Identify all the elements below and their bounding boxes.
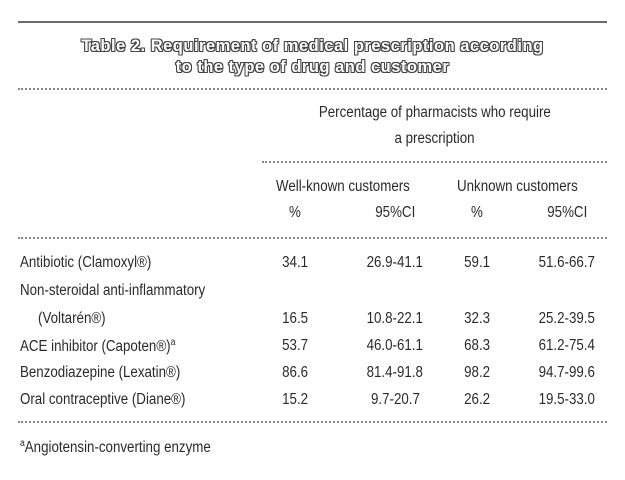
top-rule bbox=[18, 21, 607, 23]
row-uk-pct: 32.3 bbox=[464, 310, 490, 327]
row-wk-pct: 34.1 bbox=[282, 254, 308, 271]
row-drug: Oral contraceptive (Diane®) bbox=[20, 391, 186, 408]
row-drug: ACE inhibitor (Capoten®)a bbox=[20, 337, 175, 356]
bottom-rule bbox=[18, 421, 607, 423]
row-uk-ci: 25.2-39.5 bbox=[538, 310, 596, 327]
row-wk-ci: 81.4-91.8 bbox=[366, 364, 424, 381]
row-wk-pct: 86.6 bbox=[282, 364, 308, 381]
subheader-unknown-pct: % bbox=[471, 204, 483, 221]
table-title: Table 2. Requirement of medical prescrip… bbox=[18, 36, 607, 78]
row-uk-pct: 26.2 bbox=[464, 391, 490, 408]
row-uk-ci: 19.5-33.0 bbox=[538, 391, 596, 408]
row-uk-pct: 68.3 bbox=[464, 337, 490, 354]
row-wk-pct: 53.7 bbox=[282, 337, 308, 354]
subheader-unknown-ci: 95%CI bbox=[546, 204, 588, 221]
spanner-header-line-1: Percentage of pharmacists who require bbox=[318, 104, 551, 121]
footnote: aAngiotensin-converting enzyme bbox=[20, 438, 211, 457]
header-rule bbox=[18, 237, 607, 239]
spanner-header-line-2: a prescription bbox=[394, 130, 475, 147]
row-drug-line-2: (Voltarén®) bbox=[38, 310, 106, 327]
row-drug: Antibiotic (Clamoxyl®) bbox=[20, 254, 152, 271]
row-drug-label: ACE inhibitor (Capoten®) bbox=[20, 338, 171, 356]
subheader-well-known-ci: 95%CI bbox=[374, 204, 416, 221]
row-wk-ci: 9.7-20.7 bbox=[370, 391, 420, 408]
row-wk-pct: 16.5 bbox=[282, 310, 308, 327]
row-drug-line-1: Non-steroidal anti-inflammatory bbox=[20, 282, 206, 299]
group-header-unknown: Unknown customers bbox=[457, 178, 578, 195]
row-wk-ci: 26.9-41.1 bbox=[366, 254, 424, 271]
title-rule bbox=[18, 88, 607, 90]
row-uk-pct: 59.1 bbox=[464, 254, 490, 271]
footnote-text: Angiotensin-converting enzyme bbox=[24, 439, 211, 457]
subheader-well-known-pct: % bbox=[289, 204, 301, 221]
row-drug: Benzodiazepine (Lexatin®) bbox=[20, 364, 181, 381]
footnote-reference-a: a bbox=[170, 337, 176, 348]
spanner-rule bbox=[262, 161, 607, 163]
table-title-line-1: Table 2. Requirement of medical prescrip… bbox=[81, 37, 544, 55]
row-uk-ci: 94.7-99.6 bbox=[538, 364, 596, 381]
row-uk-ci: 51.6-66.7 bbox=[538, 254, 596, 271]
row-wk-pct: 15.2 bbox=[282, 391, 308, 408]
table-title-line-2: to the type of drug and customer bbox=[175, 58, 450, 76]
footnote-mark: a bbox=[20, 438, 25, 449]
row-uk-ci: 61.2-75.4 bbox=[538, 337, 596, 354]
group-header-well-known: Well-known customers bbox=[276, 178, 410, 195]
row-uk-pct: 98.2 bbox=[464, 364, 490, 381]
row-wk-ci: 10.8-22.1 bbox=[366, 310, 424, 327]
row-wk-ci: 46.0-61.1 bbox=[366, 337, 424, 354]
